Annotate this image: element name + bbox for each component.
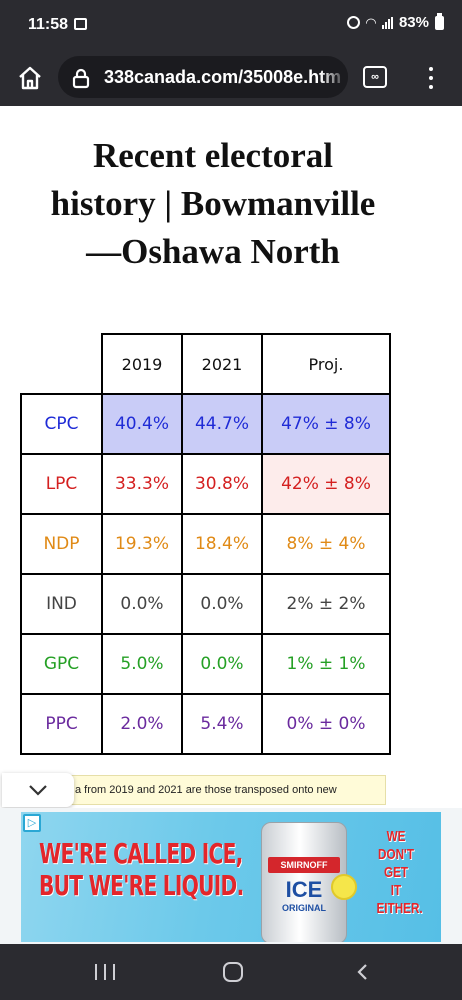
alarm-icon [346, 16, 360, 29]
column-header-2019: 2019 [101, 333, 183, 395]
result-2021-cell: 18.4% [181, 513, 263, 575]
column-header-2021: 2021 [181, 333, 263, 395]
adchoices-icon[interactable]: ▷ [23, 814, 41, 832]
result-2021-cell: 30.8% [181, 453, 263, 515]
result-2019-cell: 0.0% [101, 573, 183, 635]
image-notification-icon [74, 18, 87, 30]
tabs-button[interactable]: ∞ [363, 66, 387, 88]
projection-cell: 42% ± 8% [261, 453, 391, 515]
table-row: PPC 2.0% 5.4% 0% ± 0% [20, 693, 391, 755]
can-product: ICE [285, 877, 323, 902]
result-2019-cell: 2.0% [101, 693, 183, 755]
recent-apps-button[interactable] [95, 964, 115, 980]
ad-banner[interactable]: ▷ WE'RE CALLED ICE, BUT WE'RE LIQUID. SM… [0, 808, 462, 944]
home-button[interactable] [14, 62, 46, 94]
browser-toolbar: 338canada.com/35008e.htm ∞ [0, 50, 462, 106]
wifi-icon: ◠ [365, 14, 376, 30]
status-time: 11:58 [28, 16, 69, 33]
result-2019-cell: 33.3% [101, 453, 183, 515]
url-text: 338canada.com/35008e.htm [104, 67, 342, 87]
battery-percentage: 83% [398, 14, 429, 31]
ad-creative[interactable]: ▷ WE'RE CALLED ICE, BUT WE'RE LIQUID. SM… [21, 812, 441, 942]
table-row: GPC 5.0% 0.0% 1% ± 1% [20, 633, 391, 695]
status-bar: 11:58 ◠ 83% [0, 0, 462, 50]
column-header-projection: Proj. [261, 333, 391, 395]
party-name-cell: PPC [20, 693, 103, 755]
result-2021-cell: 0.0% [181, 633, 263, 695]
result-2021-cell: 44.7% [181, 393, 263, 455]
can-brand: SMIRNOFF [268, 857, 340, 873]
home-icon [19, 66, 41, 90]
lock-icon [72, 68, 90, 89]
projection-cell: 8% ± 4% [261, 513, 391, 575]
result-2021-cell: 0.0% [181, 573, 263, 635]
projection-cell: 1% ± 1% [261, 633, 391, 695]
title-line: Recent electoral [93, 136, 333, 175]
table-row: LPC 33.3% 30.8% 42% ± 8% [20, 453, 391, 515]
footnote-banner: a from 2019 and 2021 are those transpose… [0, 773, 462, 807]
back-button[interactable] [354, 963, 372, 981]
status-indicators: ◠ 83% [346, 12, 444, 31]
result-2019-cell: 40.4% [101, 393, 183, 455]
address-bar[interactable]: 338canada.com/35008e.htm [58, 56, 348, 98]
result-2019-cell: 5.0% [101, 633, 183, 695]
party-name-cell: CPC [20, 393, 103, 455]
result-2019-cell: 19.3% [101, 513, 183, 575]
table-row: NDP 19.3% 18.4% 8% ± 4% [20, 513, 391, 575]
footnote-text: a from 2019 and 2021 are those transpose… [75, 784, 337, 796]
table-row: CPC 40.4% 44.7% 47% ± 8% [20, 393, 391, 455]
party-name-cell: GPC [20, 633, 103, 695]
lemon-slice-icon [331, 874, 357, 900]
signal-icon [381, 16, 393, 29]
system-navigation-bar [0, 944, 462, 1000]
battery-icon [435, 12, 444, 30]
chevron-down-icon [29, 785, 47, 796]
ad-side-text: WE DON'T GET IT EITHER. [376, 828, 423, 917]
projection-cell: 2% ± 2% [261, 573, 391, 635]
can-variant: ORIGINAL [282, 903, 326, 913]
party-name-cell: LPC [20, 453, 103, 515]
more-options-button[interactable] [424, 64, 438, 92]
party-name-cell: IND [20, 573, 103, 635]
menu-dot-icon [429, 67, 433, 71]
home-nav-button[interactable] [223, 962, 243, 982]
electoral-history-table: 2019 2021 Proj. CPC 40.4% 44.7% 47% ± 8% LPC… [20, 333, 391, 755]
projection-cell: 0% ± 0% [261, 693, 391, 755]
projection-cell: 47% ± 8% [261, 393, 391, 455]
result-2021-cell: 5.4% [181, 693, 263, 755]
table-row: IND 0.0% 0.0% 2% ± 2% [20, 573, 391, 635]
page-title: Recent electoral history | Bowmanville —… [0, 132, 426, 276]
collapse-ad-button[interactable] [2, 773, 74, 807]
table-header-row: 2019 2021 Proj. [21, 333, 391, 395]
table-corner-cell [21, 334, 103, 395]
ad-headline: WE'RE CALLED ICE, BUT WE'RE LIQUID. [39, 837, 244, 902]
party-name-cell: NDP [20, 513, 103, 575]
footnote-box: a from 2019 and 2021 are those transpose… [70, 775, 386, 805]
title-line: history | Bowmanville [50, 184, 376, 223]
title-line: —Oshawa North [86, 232, 340, 271]
